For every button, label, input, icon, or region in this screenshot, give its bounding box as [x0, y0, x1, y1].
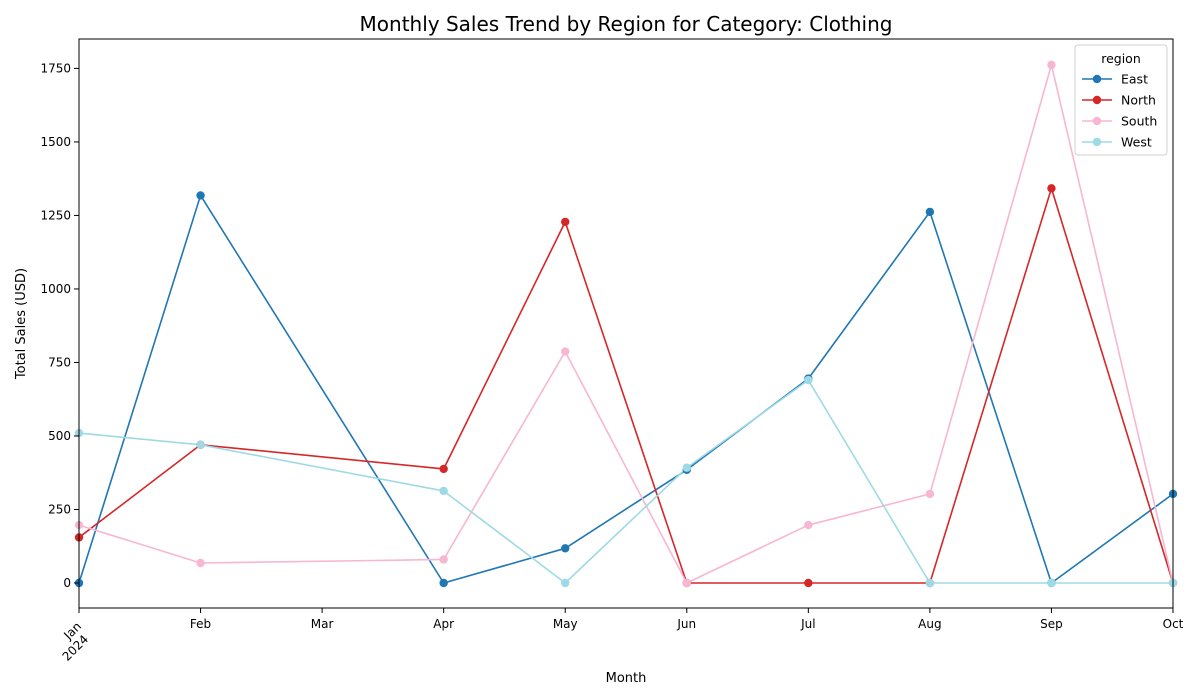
x-tick-label: Apr — [433, 617, 454, 631]
y-tick-label: 1500 — [40, 135, 71, 149]
data-point-south — [561, 347, 570, 356]
legend-label-west: West — [1121, 135, 1152, 150]
legend-label-north: North — [1121, 93, 1156, 108]
y-axis-label: Total Sales (USD) — [14, 268, 29, 380]
y-tick-label: 500 — [48, 429, 71, 443]
y-tick-label: 0 — [63, 576, 71, 590]
x-tick-label: Aug — [918, 617, 941, 631]
series-line-west — [78, 379, 1173, 584]
legend-marker-south — [1092, 116, 1102, 126]
series-line-north — [78, 187, 1174, 584]
legend: region East North South West — [1074, 44, 1168, 156]
y-tick-label: 1750 — [40, 61, 71, 75]
x-axis-label: Month — [606, 671, 647, 686]
data-point-north — [439, 464, 448, 474]
data-point-east — [196, 191, 205, 200]
data-point-south — [1047, 60, 1056, 70]
x-tick-label: Oct — [1163, 617, 1184, 631]
data-point-south — [925, 489, 935, 499]
data-point-north — [561, 217, 570, 227]
data-point-south — [682, 578, 691, 588]
data-point-east — [439, 578, 448, 588]
data-point-west — [1047, 578, 1056, 588]
data-point-north — [804, 578, 813, 588]
plot-area-frame — [78, 38, 1174, 609]
x-tick-label: Jun — [676, 617, 696, 631]
legend-title: region — [1101, 51, 1141, 66]
legend-marker-north — [1092, 95, 1102, 105]
y-axis: 0 250 500 750 1000 1250 1500 1750 — [40, 61, 79, 590]
x-tick-label: Sep — [1040, 617, 1063, 631]
data-point-west — [439, 486, 448, 496]
y-tick-label: 1000 — [40, 282, 71, 296]
legend-label-south: South — [1121, 114, 1157, 129]
legend-box — [1074, 44, 1168, 156]
plot-markers — [74, 60, 1178, 588]
data-point-east — [561, 544, 570, 553]
data-point-west — [561, 578, 570, 588]
data-point-west — [682, 463, 691, 472]
x-tick-label: May — [553, 617, 578, 631]
x-tick-label: Mar — [311, 617, 334, 631]
chart-title: Monthly Sales Trend by Region for Catego… — [360, 12, 893, 36]
plot-lines — [78, 64, 1174, 584]
y-tick-label: 250 — [48, 502, 71, 516]
data-point-south — [196, 558, 205, 568]
data-point-north — [1047, 184, 1056, 193]
legend-label-east: East — [1121, 72, 1148, 87]
legend-marker-west — [1092, 137, 1102, 147]
y-tick-label: 1250 — [40, 208, 71, 222]
data-point-east — [925, 207, 935, 217]
legend-marker-east — [1092, 74, 1102, 84]
data-point-south — [439, 555, 448, 564]
data-point-south — [804, 520, 813, 530]
y-tick-label: 750 — [48, 355, 71, 369]
x-tick-label: Feb — [190, 617, 211, 631]
data-point-west — [804, 375, 813, 385]
data-point-west — [196, 440, 205, 449]
data-point-west — [925, 578, 935, 588]
x-tick-year-label: 2024 — [60, 632, 91, 663]
x-tick-label: Jul — [800, 617, 815, 631]
